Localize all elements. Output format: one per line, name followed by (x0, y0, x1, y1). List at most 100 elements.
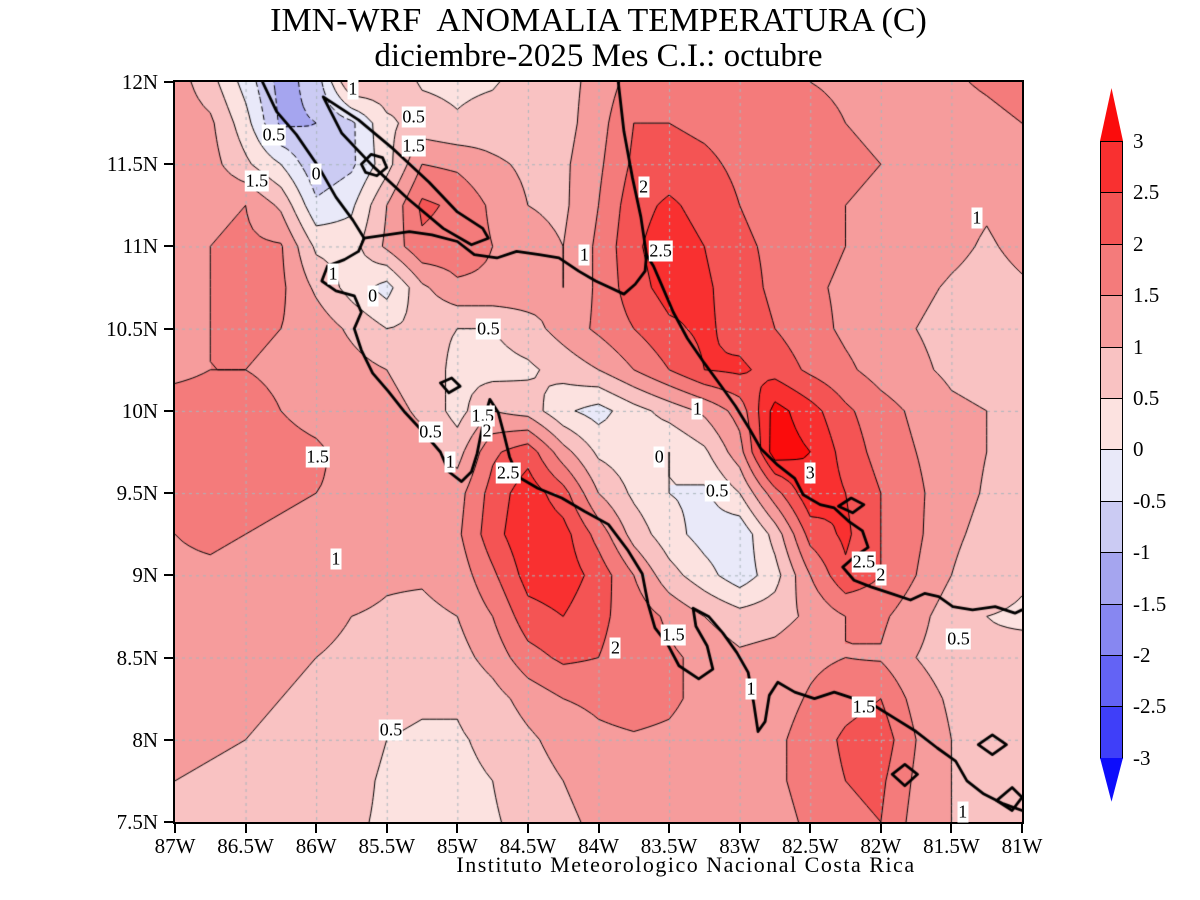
colorbar-block (1100, 552, 1123, 605)
lon-tick (1021, 824, 1023, 833)
lon-tick-label: 83W (719, 834, 761, 858)
contour-label: 1 (347, 78, 359, 100)
colorbar-label: -2 (1133, 643, 1151, 667)
lon-tick-label: 83.5W (640, 834, 698, 858)
colorbar-label: -3 (1133, 745, 1151, 770)
contour-label: 0.5 (261, 124, 287, 146)
lat-tick (164, 245, 173, 248)
contour-label: 1.5 (851, 696, 877, 718)
map-plot-area: 0.5 1.5 0 1 0.5 1.5 1 0 1 2 2.5 1 0.5 1.5 2 2.5 0.5 1 1.5 1… (173, 78, 1024, 824)
colorbar-label: 2.5 (1133, 180, 1160, 205)
contour-label: 1.5 (244, 170, 270, 192)
lat-tick (164, 81, 173, 83)
lon-tick-label: 86W (295, 834, 337, 858)
lon-tick-label: 84.5W (499, 834, 557, 858)
lon-tick-label: 84W (578, 834, 619, 858)
lon-tick (668, 824, 671, 833)
colorbar-arrow-top (1100, 88, 1123, 141)
lat-tick-label: 12N (121, 70, 158, 94)
lat-tick (164, 163, 173, 166)
lat-tick-label: 9.5N (116, 481, 158, 506)
lon-tick-label: 81W (1001, 834, 1043, 858)
colorbar-block (1100, 500, 1123, 554)
lon-tick (950, 824, 953, 833)
lat-tick (164, 821, 173, 823)
page-subtitle: diciembre-2025 Mes C.I.: octubre (374, 38, 823, 74)
colorbar-label: 0 (1133, 437, 1144, 462)
lon-tick (174, 824, 176, 833)
lat-tick-label: 8N (132, 727, 158, 752)
lon-tick (809, 824, 812, 833)
contour-label: 0.5 (378, 719, 404, 741)
contour-label: 1 (971, 207, 983, 229)
contour-label: 1 (444, 451, 456, 473)
lon-tick-label: 82W (860, 834, 902, 858)
lon-tick-label: 86.5W (217, 834, 274, 858)
contour-label: 0.5 (704, 480, 730, 502)
colorbar-label: 1 (1133, 334, 1144, 359)
contour-label: 3 (804, 462, 816, 484)
lon-tick-label: 85W (436, 834, 478, 858)
contour-label: 1.5 (401, 135, 426, 157)
lat-tick (164, 409, 173, 412)
colorbar-label: -0.5 (1133, 488, 1167, 513)
colorbar-block (1100, 398, 1123, 451)
colorbar-label: -1 (1133, 540, 1151, 565)
contour-label: 2.5 (648, 240, 673, 262)
colorbar-block (1100, 243, 1123, 297)
lon-tick-label: 82.5W (781, 834, 839, 858)
colorbar-block (1100, 346, 1123, 399)
colorbar-block (1100, 141, 1123, 194)
colorbar-block (1100, 603, 1123, 656)
lat-tick-label: 10.5N (106, 316, 158, 341)
lat-tick-label: 7.5N (116, 810, 158, 834)
lat-tick-label: 9N (132, 563, 158, 588)
lon-tick (526, 824, 529, 833)
contour-label: 1 (578, 244, 590, 266)
contour-label: 1 (691, 398, 703, 420)
colorbar-label: 2 (1133, 231, 1144, 256)
colorbar-label: -2.5 (1133, 694, 1167, 719)
lon-tick-label: 81.5W (923, 834, 980, 858)
footer-credit: Instituto Meteorologico Nacional Costa R… (456, 852, 916, 877)
lon-tick (244, 824, 247, 833)
contour-label: 2 (875, 564, 887, 586)
contour-label: 2 (609, 637, 621, 659)
colorbar-block (1100, 655, 1123, 708)
contour-label: 2 (481, 420, 493, 442)
colorbar-block (1100, 449, 1123, 502)
colorbar-label: 0.5 (1133, 386, 1160, 410)
lat-tick-label: 11.5N (106, 152, 158, 177)
contour-map-canvas (175, 82, 1022, 822)
contour-label: 1 (745, 678, 757, 700)
contour-label: 0.5 (946, 628, 971, 650)
colorbar-arrow-bottom (1100, 757, 1123, 802)
lon-tick-label: 87W (154, 834, 196, 858)
contour-label: 0.5 (476, 318, 501, 340)
lat-tick-label: 8.5N (116, 645, 158, 670)
contour-label: 2 (638, 176, 650, 198)
contour-label: 0.5 (401, 106, 426, 128)
lon-tick (385, 824, 388, 833)
colorbar-block (1100, 295, 1123, 348)
lon-tick (315, 824, 318, 833)
lat-tick (164, 327, 173, 330)
lat-tick (164, 492, 173, 495)
contour-label: 1 (327, 263, 339, 285)
contour-label: 1 (957, 801, 969, 823)
contour-label: 1.5 (305, 446, 330, 468)
colorbar-block (1100, 192, 1123, 245)
contour-label: 1 (330, 548, 342, 570)
colorbar-label: 1.5 (1133, 283, 1160, 308)
contour-label: 0 (367, 285, 379, 307)
page-title: IMN-WRF ANOMALIA TEMPERATURA (C) (270, 2, 927, 39)
contour-label: 2.5 (851, 551, 877, 573)
contour-label: 2.5 (495, 462, 521, 484)
lon-tick (738, 824, 741, 833)
lat-tick (164, 656, 173, 659)
contour-label: 0 (310, 163, 322, 185)
lat-tick-label: 10N (121, 398, 158, 423)
contour-label: 0 (653, 446, 665, 468)
colorbar-label: -1.5 (1133, 591, 1167, 616)
